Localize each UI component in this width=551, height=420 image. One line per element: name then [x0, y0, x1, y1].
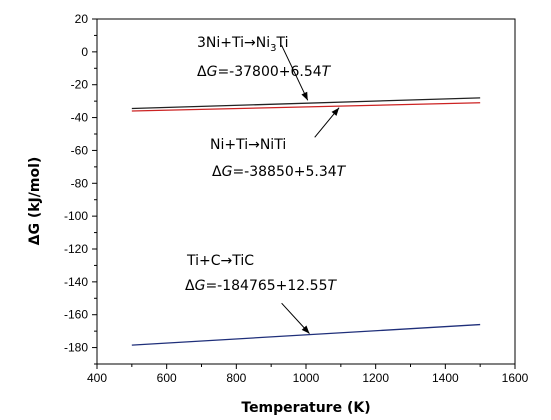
- y-axis-title-symbol: ΔG: [27, 223, 43, 245]
- x-axis-title: Temperature (K): [241, 400, 370, 416]
- x-axis: 400 600 800 1000 1200 1400 1600: [87, 364, 529, 385]
- y-tick-label: -180: [64, 341, 88, 355]
- annotation-layer: 3Ni+Ti→Ni3Ti ΔG=-37800+6.54T Ni+Ti→NiTi ΔG=…: [185, 35, 347, 334]
- y-tick-label: -80: [71, 176, 89, 190]
- y-tick-label: -140: [64, 275, 88, 289]
- gibbs-equation-label: ΔG=-37800+6.54T: [197, 64, 332, 80]
- annotation-arrow-shaft: [281, 45, 309, 101]
- x-tick-label: 800: [226, 371, 246, 385]
- y-tick-label: -60: [71, 143, 89, 157]
- reaction-label: Ti+C→TiC: [186, 253, 254, 269]
- series-line-3: [131, 323, 481, 346]
- x-tick-label: 600: [157, 371, 177, 385]
- x-tick-label: 400: [87, 371, 107, 385]
- y-tick-label: -120: [64, 242, 88, 256]
- reaction-label: Ni+Ti→NiTi: [210, 137, 286, 153]
- x-tick-label: 1600: [502, 371, 529, 385]
- reaction-label: 3Ni+Ti→Ni3Ti: [197, 35, 289, 54]
- series-line-1: [131, 97, 481, 110]
- y-tick-label: -100: [64, 209, 88, 223]
- gibbs-equation-label: ΔG=-38850+5.34T: [212, 164, 347, 180]
- y-axis-title: ΔG (kJ/mol): [27, 157, 43, 246]
- y-axis-title-unit: (kJ/mol): [27, 157, 43, 223]
- series-line-2: [131, 102, 481, 112]
- x-tick-label: 1000: [293, 371, 320, 385]
- y-axis: 20 0 -20 -40 -60 -80 -100 -120 -140 -160 -180: [64, 12, 97, 365]
- gibbs-equation-label: ΔG=-184765+12.55T: [185, 278, 337, 294]
- annotation-arrow-head: [331, 107, 340, 116]
- annotation-arrow-head: [301, 91, 308, 101]
- x-tick-label: 1200: [362, 371, 389, 385]
- y-tick-label: -20: [71, 78, 89, 92]
- y-tick-label: 20: [75, 12, 89, 26]
- y-tick-label: 0: [81, 45, 88, 59]
- y-tick-label: -160: [64, 308, 88, 322]
- annotation-arrow-head: [301, 325, 310, 334]
- series-layer: [131, 97, 481, 346]
- y-tick-label: -40: [71, 111, 89, 125]
- x-tick-label: 1400: [432, 371, 459, 385]
